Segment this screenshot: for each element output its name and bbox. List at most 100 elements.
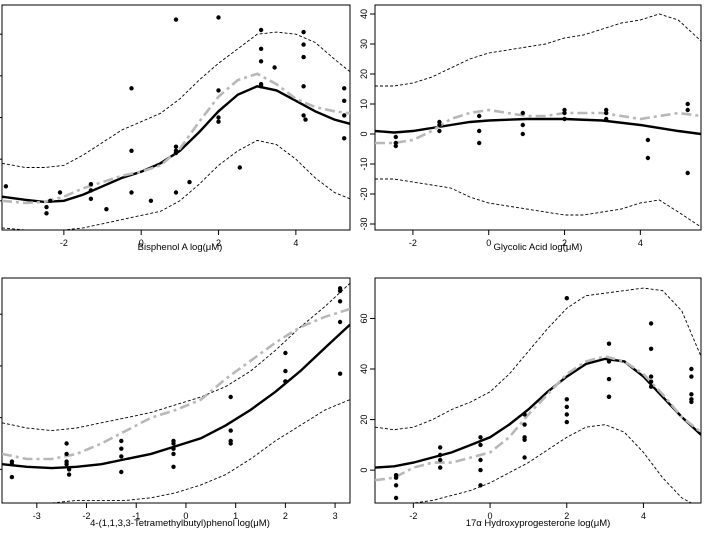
y-tick-label: 20 xyxy=(359,415,369,425)
data-point xyxy=(3,184,9,189)
data-point xyxy=(187,179,192,185)
series-lower-band xyxy=(375,178,701,228)
data-point xyxy=(604,116,609,122)
data-point xyxy=(685,170,690,176)
data-point xyxy=(522,455,527,460)
series-upper-band xyxy=(2,31,350,168)
data-point xyxy=(685,107,690,113)
data-point xyxy=(216,115,221,120)
data-point xyxy=(258,84,264,89)
data-point xyxy=(64,441,69,446)
data-point xyxy=(342,136,347,141)
x-axis-label: 17α Hydroxyprogesterone log(μM) xyxy=(466,518,611,529)
data-point xyxy=(393,475,399,480)
y-tick-label: -30 xyxy=(359,217,369,230)
data-point xyxy=(393,143,398,149)
data-point xyxy=(685,101,690,107)
data-point xyxy=(562,110,567,116)
series-lower-band xyxy=(375,424,693,503)
data-point xyxy=(66,467,72,472)
data-point xyxy=(648,379,654,384)
x-tick-label: 2 xyxy=(216,238,221,248)
x-axis-label: Bisphenol A log(μM) xyxy=(138,242,223,253)
series-alternative-fit xyxy=(375,108,701,145)
y-tick-label: -20 xyxy=(359,187,369,200)
x-tick-label: 0 xyxy=(139,238,144,248)
y-tick-label: 10 xyxy=(359,99,369,109)
plot-frame xyxy=(1,277,351,504)
data-point xyxy=(645,137,651,143)
x-tick-label: 3 xyxy=(333,511,338,521)
x-tick-label: 4 xyxy=(293,238,298,248)
x-tick-label: -3 xyxy=(33,511,41,521)
data-point xyxy=(478,435,483,440)
data-point xyxy=(393,483,399,488)
data-point xyxy=(604,110,609,116)
data-point xyxy=(522,422,527,427)
data-point xyxy=(606,394,612,399)
plot-frame xyxy=(1,4,351,231)
data-point xyxy=(173,190,179,195)
x-tick-label: -2 xyxy=(409,511,417,521)
series-fitted-mean xyxy=(2,323,350,470)
data-point xyxy=(564,412,569,417)
data-point xyxy=(648,346,654,351)
data-point xyxy=(216,15,221,20)
chart-panel-bisphenol-a: -2024020406080Bisphenol A log(μM) xyxy=(0,4,351,253)
data-point xyxy=(119,446,124,451)
data-point xyxy=(606,359,612,364)
plot-area xyxy=(375,13,701,228)
x-tick-label: 0 xyxy=(183,511,188,521)
data-point xyxy=(689,392,694,397)
data-point xyxy=(171,441,176,446)
data-point xyxy=(342,86,347,91)
data-point xyxy=(477,140,482,146)
data-point xyxy=(129,190,134,195)
data-point xyxy=(119,469,124,475)
data-point xyxy=(337,288,343,294)
data-point xyxy=(272,65,277,70)
plot-frame xyxy=(374,4,702,231)
y-tick-label: -10 xyxy=(359,157,369,170)
data-point xyxy=(438,445,443,450)
data-point xyxy=(237,165,242,170)
plot-area xyxy=(2,282,350,503)
data-point xyxy=(648,384,654,389)
y-tick-label: 40 xyxy=(359,364,369,374)
data-point xyxy=(9,474,15,480)
data-point xyxy=(648,374,654,379)
data-point xyxy=(301,113,306,118)
data-point xyxy=(228,428,233,433)
data-point xyxy=(564,404,569,410)
x-tick-label: 2 xyxy=(564,511,569,521)
plot-area xyxy=(375,287,701,503)
data-point xyxy=(478,483,483,488)
data-point xyxy=(478,457,483,463)
data-point xyxy=(129,86,134,91)
y-tick-label: 0 xyxy=(359,468,369,473)
data-point xyxy=(57,190,63,195)
data-point xyxy=(606,341,612,346)
data-point xyxy=(44,211,49,216)
data-point xyxy=(283,379,288,384)
data-point xyxy=(337,299,343,304)
chart-panel-tetramethylbutyl-phenol: -3-2-1012302040604-(1,1,3,3-Tetramethylb… xyxy=(0,277,351,529)
data-point xyxy=(520,122,525,128)
series-lower-band xyxy=(2,399,350,503)
data-point xyxy=(342,98,347,104)
data-point xyxy=(258,27,264,33)
data-point xyxy=(88,182,94,187)
x-tick-label: -1 xyxy=(132,511,140,521)
series-upper-band xyxy=(2,282,350,432)
data-point xyxy=(283,368,288,374)
data-point xyxy=(301,84,306,89)
data-point xyxy=(148,198,154,203)
x-tick-label: 2 xyxy=(562,238,567,248)
plot-area xyxy=(2,15,350,230)
data-point xyxy=(303,117,308,122)
data-point xyxy=(564,397,569,402)
data-point xyxy=(119,454,124,459)
data-point xyxy=(64,451,69,457)
data-point xyxy=(88,188,94,193)
series-fitted-mean xyxy=(375,357,701,469)
